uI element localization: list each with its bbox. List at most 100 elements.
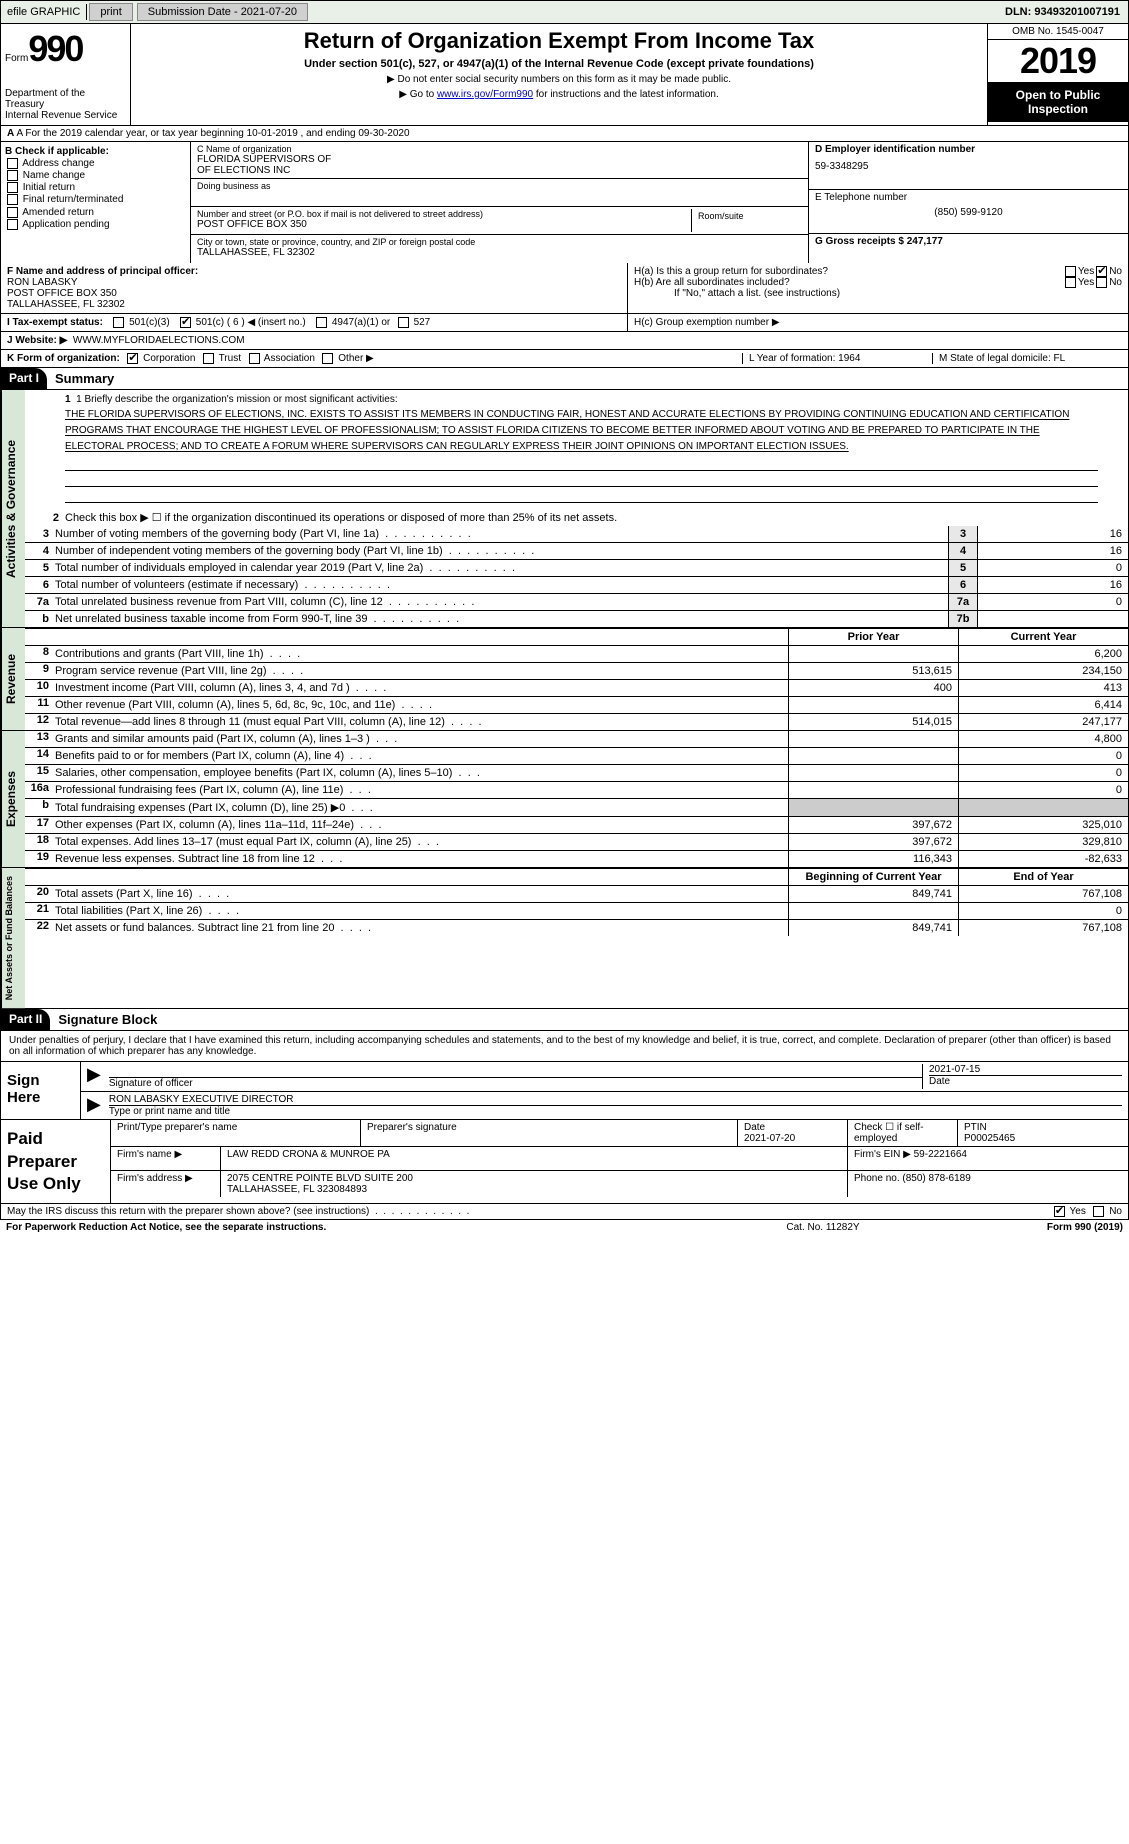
netasset-row: 20Total assets (Part X, line 16) . . . .… <box>25 886 1128 903</box>
expense-row: 16aProfessional fundraising fees (Part I… <box>25 782 1128 799</box>
chk-final-return[interactable]: Final return/terminated <box>5 194 186 205</box>
tax-year: 2019 <box>988 40 1128 82</box>
chk-501c[interactable] <box>180 317 191 328</box>
chk-ha-yes[interactable] <box>1065 266 1076 277</box>
summary-row: bNet unrelated business taxable income f… <box>25 611 1128 627</box>
firm-address: 2075 CENTRE POINTE BLVD SUITE 200 TALLAH… <box>221 1171 848 1197</box>
ein-value: 59-3348295 <box>815 161 1122 172</box>
instructions-line: ▶ Go to www.irs.gov/Form990 for instruct… <box>135 89 983 100</box>
chk-discuss-no[interactable] <box>1093 1206 1104 1217</box>
paid-preparer-block: Paid Preparer Use Only Print/Type prepar… <box>0 1120 1129 1203</box>
open-to-public: Open to Public Inspection <box>988 82 1128 122</box>
summary-row: 7aTotal unrelated business revenue from … <box>25 594 1128 611</box>
chk-4947[interactable] <box>316 317 327 328</box>
sign-here-label: Sign Here <box>1 1062 81 1119</box>
part1-header: Part I Summary <box>0 368 1129 390</box>
period-line: A A For the 2019 calendar year, or tax y… <box>0 126 1129 142</box>
vert-netassets: Net Assets or Fund Balances <box>1 868 25 1008</box>
summary-row: 4Number of independent voting members of… <box>25 543 1128 560</box>
chk-527[interactable] <box>398 317 409 328</box>
sig-declaration: Under penalties of perjury, I declare th… <box>1 1031 1128 1062</box>
revenue-section: Revenue Prior YearCurrent Year 8Contribu… <box>0 628 1129 731</box>
netasset-row: 22Net assets or fund balances. Subtract … <box>25 920 1128 936</box>
vert-revenue: Revenue <box>1 628 25 730</box>
expense-row: 17Other expenses (Part IX, column (A), l… <box>25 817 1128 834</box>
expense-row: 19Revenue less expenses. Subtract line 1… <box>25 851 1128 867</box>
chk-application-pending[interactable]: Application pending <box>5 219 186 230</box>
org-name: FLORIDA SUPERVISORS OF OF ELECTIONS INC <box>197 154 802 176</box>
box-de: D Employer identification number59-33482… <box>808 142 1128 263</box>
activities-governance-section: Activities & Governance 1 1 Briefly desc… <box>0 390 1129 628</box>
row-klm: K Form of organization: Corporation Trus… <box>0 350 1129 368</box>
part2-tab: Part II <box>1 1009 50 1030</box>
efile-bar: efile GRAPHIC print Submission Date - 20… <box>0 0 1129 24</box>
netassets-section: Net Assets or Fund Balances Beginning of… <box>0 868 1129 1009</box>
expense-row: 13Grants and similar amounts paid (Part … <box>25 731 1128 748</box>
sig-arrow-icon: ▶ <box>87 1064 101 1089</box>
form-number: 990 <box>28 28 82 69</box>
chk-assoc[interactable] <box>249 353 260 364</box>
officer-print-name: RON LABASKY EXECUTIVE DIRECTOR <box>109 1094 1122 1106</box>
entity-block: B Check if applicable: Address change Na… <box>0 142 1129 263</box>
row-i: I Tax-exempt status: 501(c)(3) 501(c) ( … <box>0 314 1129 332</box>
expenses-section: Expenses 13Grants and similar amounts pa… <box>0 731 1129 868</box>
officer-name: RON LABASKY <box>7 277 78 288</box>
expense-row: 18Total expenses. Add lines 13–17 (must … <box>25 834 1128 851</box>
chk-ha-no[interactable] <box>1096 266 1107 277</box>
chk-hb-no[interactable] <box>1096 277 1107 288</box>
expense-row: 15Salaries, other compensation, employee… <box>25 765 1128 782</box>
paid-preparer-label: Paid Preparer Use Only <box>1 1120 111 1202</box>
gross-receipts: G Gross receipts $ 247,177 <box>815 236 943 247</box>
revenue-row: 11Other revenue (Part VIII, column (A), … <box>25 697 1128 714</box>
chk-trust[interactable] <box>203 353 214 364</box>
row-fh: F Name and address of principal officer:… <box>0 263 1129 314</box>
print-button[interactable]: print <box>89 3 132 21</box>
summary-row: 3Number of voting members of the governi… <box>25 526 1128 543</box>
sig-date: 2021-07-15 <box>929 1064 980 1075</box>
form-subtitle: Under section 501(c), 527, or 4947(a)(1)… <box>135 58 983 70</box>
submission-date-button[interactable]: Submission Date - 2021-07-20 <box>137 3 308 21</box>
revenue-row: 9Program service revenue (Part VIII, lin… <box>25 663 1128 680</box>
ssn-warning: ▶ Do not enter social security numbers o… <box>135 74 983 85</box>
revenue-row: 8Contributions and grants (Part VIII, li… <box>25 646 1128 663</box>
chk-corp[interactable] <box>127 353 138 364</box>
signature-block: Under penalties of perjury, I declare th… <box>0 1031 1129 1120</box>
phone-value: (850) 599-9120 <box>815 207 1122 218</box>
sig-arrow-icon-2: ▶ <box>87 1094 101 1117</box>
street-address: POST OFFICE BOX 350 <box>197 219 691 230</box>
summary-row: 6Total number of volunteers (estimate if… <box>25 577 1128 594</box>
summary-row: 5Total number of individuals employed in… <box>25 560 1128 577</box>
dept-label: Department of the Treasury Internal Reve… <box>5 88 126 121</box>
chk-501c3[interactable] <box>113 317 124 328</box>
chk-discuss-yes[interactable] <box>1054 1206 1065 1217</box>
chk-address-change[interactable]: Address change <box>5 158 186 169</box>
form-title: Return of Organization Exempt From Incom… <box>135 28 983 54</box>
ptin-value: P00025465 <box>964 1133 1015 1144</box>
efile-label: efile GRAPHIC <box>1 4 87 20</box>
website-value: WWW.MYFLORIDAELECTIONS.COM <box>73 335 245 346</box>
part1-tab: Part I <box>1 368 47 389</box>
form-word: Form <box>5 53 28 64</box>
chk-other[interactable] <box>322 353 333 364</box>
dln-label: DLN: 93493201007191 <box>997 4 1128 20</box>
part2-header: Part II Signature Block <box>0 1009 1129 1031</box>
irs-link[interactable]: www.irs.gov/Form990 <box>437 89 533 100</box>
row-j: J Website: ▶ WWW.MYFLORIDAELECTIONS.COM <box>0 332 1129 350</box>
omb-number: OMB No. 1545-0047 <box>988 24 1128 40</box>
chk-hb-yes[interactable] <box>1065 277 1076 288</box>
discuss-row: May the IRS discuss this return with the… <box>0 1204 1129 1220</box>
chk-name-change[interactable]: Name change <box>5 170 186 181</box>
vert-ag: Activities & Governance <box>1 390 25 627</box>
expense-row: bTotal fundraising expenses (Part IX, co… <box>25 799 1128 817</box>
firm-ein: 59-2221664 <box>914 1149 967 1160</box>
year-formation: L Year of formation: 1964 <box>742 353 932 364</box>
box-c: C Name of organizationFLORIDA SUPERVISOR… <box>191 142 808 263</box>
state-domicile: M State of legal domicile: FL <box>932 353 1122 364</box>
chk-amended-return[interactable]: Amended return <box>5 207 186 218</box>
revenue-row: 12Total revenue—add lines 8 through 11 (… <box>25 714 1128 730</box>
chk-initial-return[interactable]: Initial return <box>5 182 186 193</box>
netasset-row: 21Total liabilities (Part X, line 26) . … <box>25 903 1128 920</box>
mission-text: THE FLORIDA SUPERVISORS OF ELECTIONS, IN… <box>65 407 1098 455</box>
city-state-zip: TALLAHASSEE, FL 32302 <box>197 247 802 258</box>
box-b: B Check if applicable: Address change Na… <box>1 142 191 263</box>
